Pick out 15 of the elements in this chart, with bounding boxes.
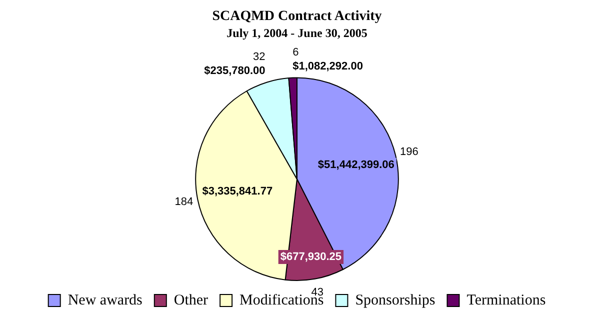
- legend-label: Sponsorships: [355, 292, 436, 308]
- legend-label: New awards: [68, 292, 143, 308]
- data-label: 6: [292, 46, 299, 58]
- chart-subtitle: July 1, 2004 - June 30, 2005: [226, 26, 368, 40]
- legend-label: Terminations: [466, 292, 546, 308]
- data-label: 184: [174, 196, 194, 208]
- data-label: 196: [400, 146, 418, 158]
- text: $51,442,399.06: [318, 158, 394, 171]
- text: $235,780.00: [204, 65, 266, 78]
- legend-label: Other: [174, 292, 208, 308]
- text: $1,082,292.00: [292, 60, 363, 72]
- data-label: 32: [253, 51, 266, 64]
- text: $677,930.25: [280, 250, 342, 263]
- text: $3,335,841.77: [202, 185, 273, 198]
- chart-title: SCAQMD Contract Activity: [212, 9, 382, 24]
